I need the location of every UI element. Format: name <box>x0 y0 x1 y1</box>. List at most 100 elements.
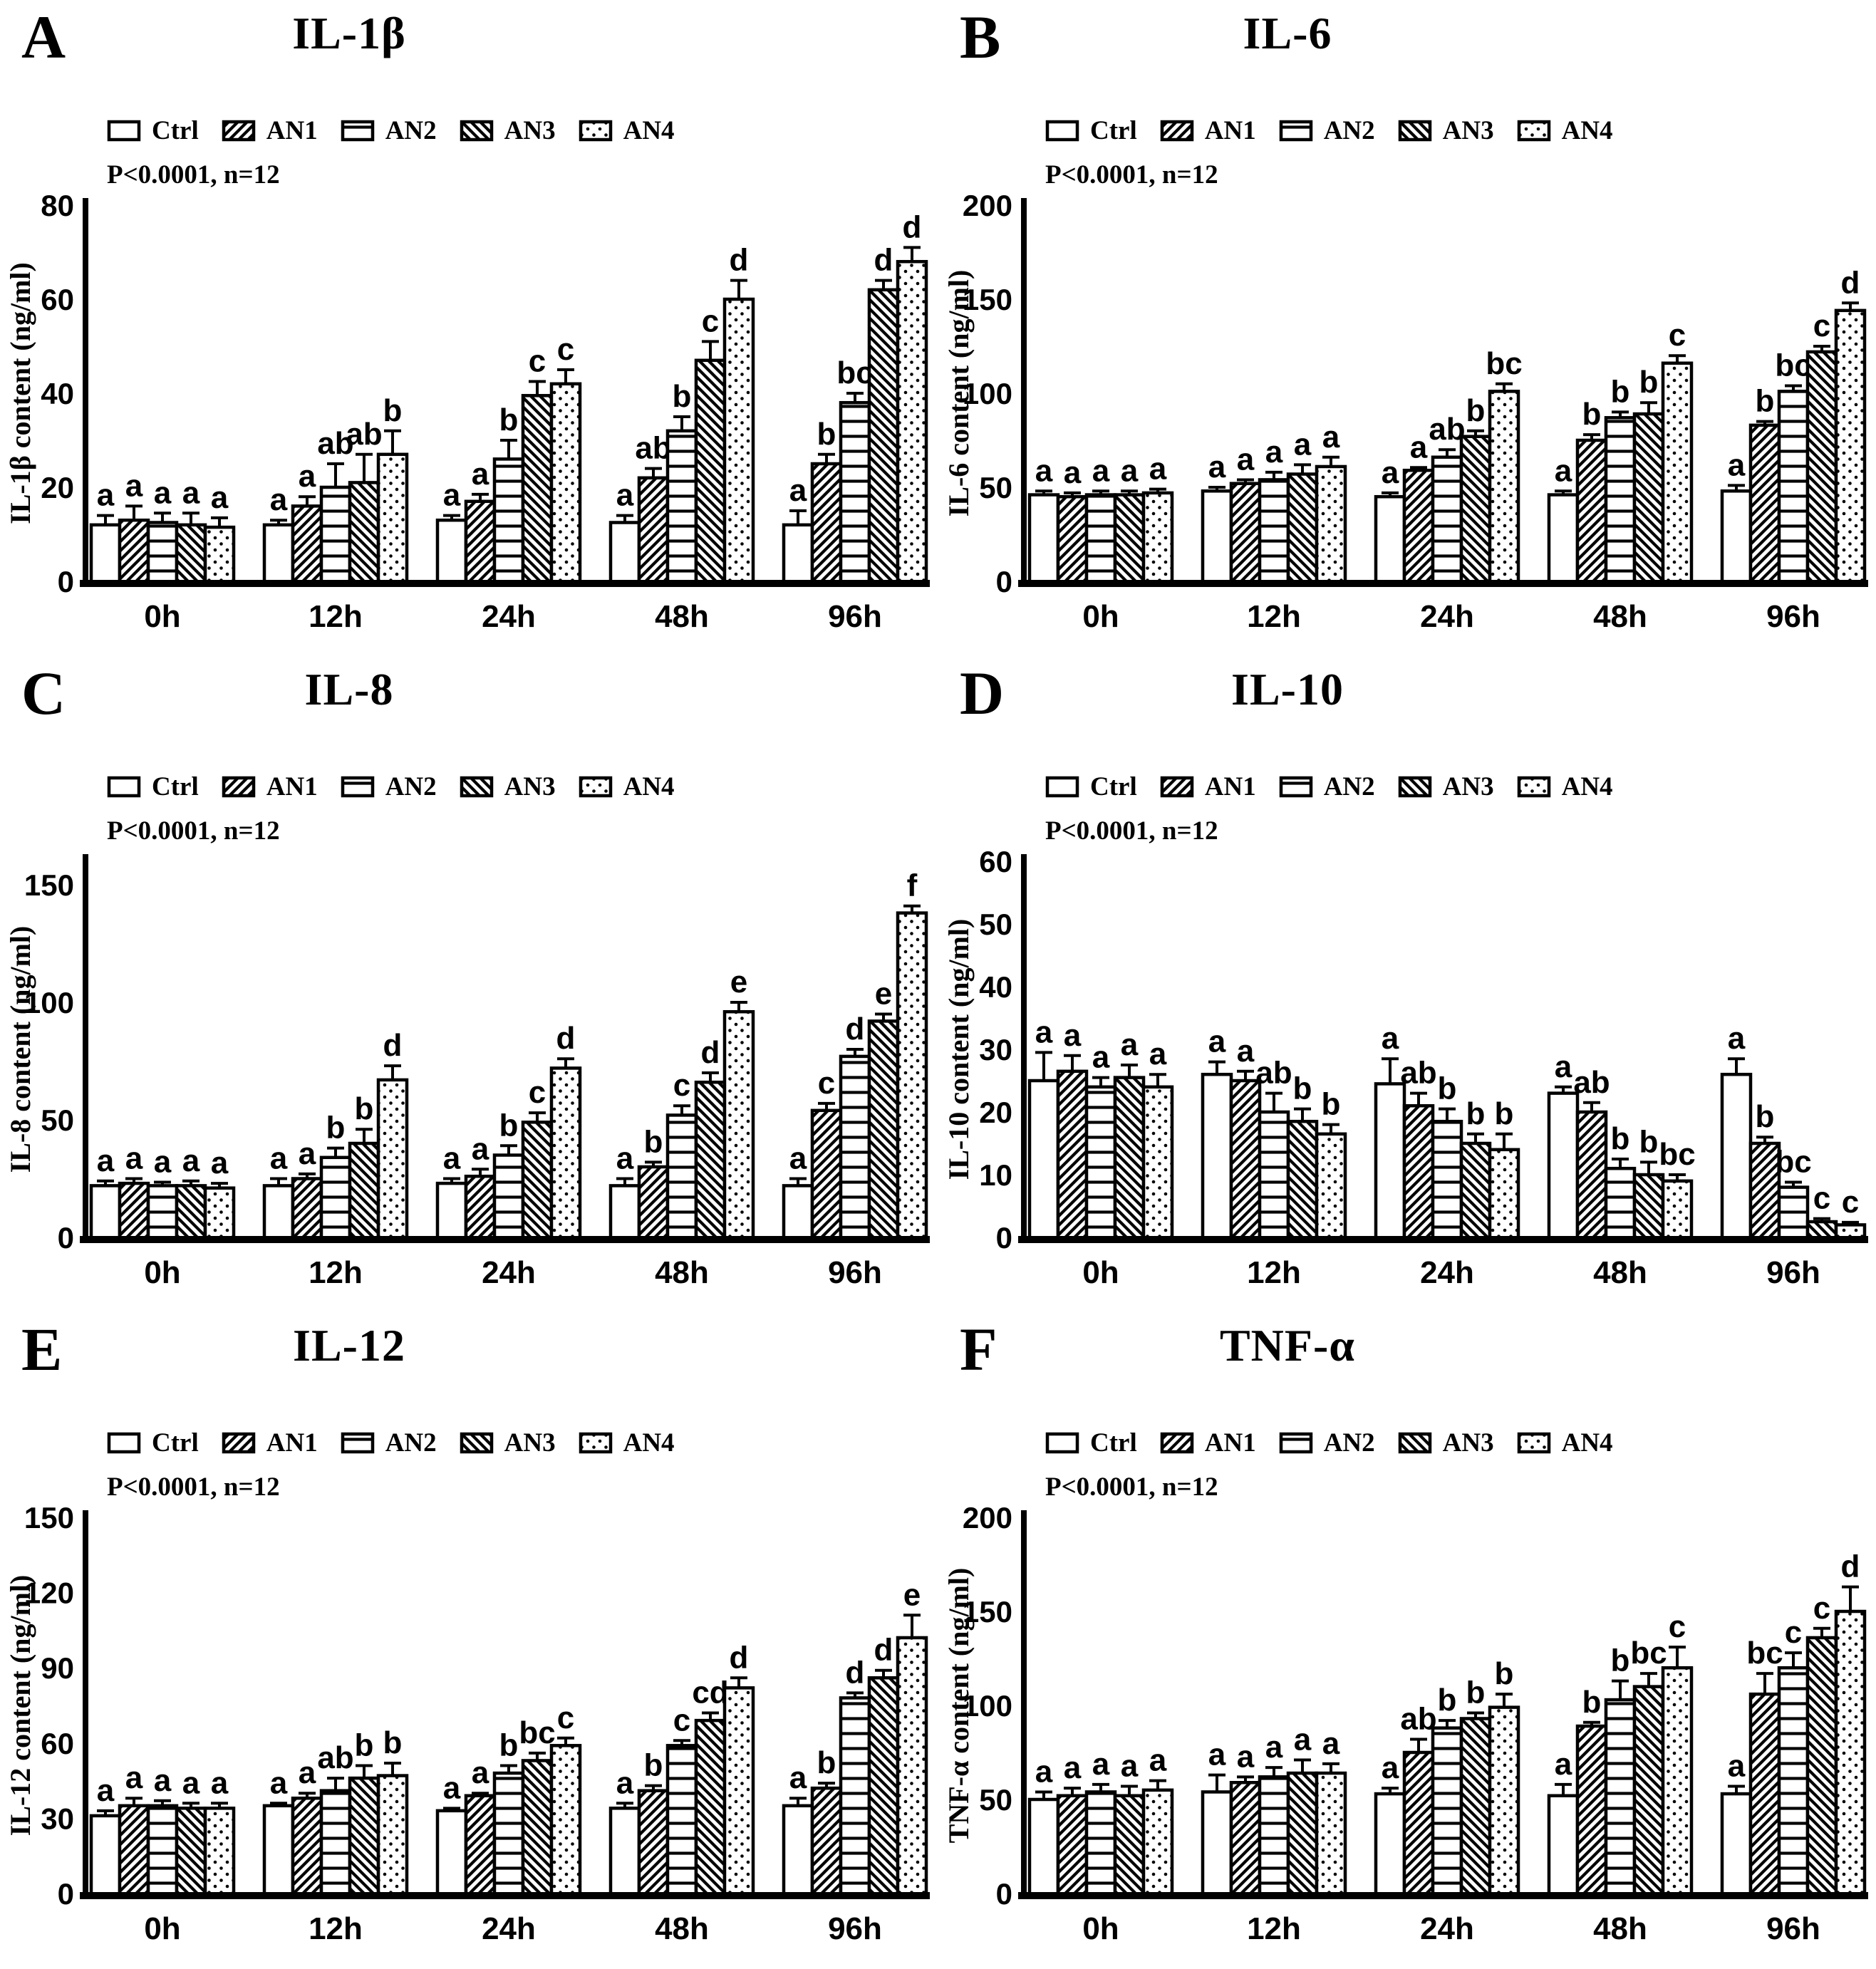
legend-label: Ctrl <box>1090 116 1137 145</box>
bar-an1-96h <box>810 462 843 586</box>
legend-swatch-icon <box>1160 120 1193 142</box>
sig-letter: a <box>270 1141 288 1176</box>
sig-letter: a <box>1555 1049 1572 1084</box>
panel-letter: B <box>960 3 1001 71</box>
panel-letter: F <box>960 1315 997 1383</box>
legend-swatch-rect <box>1045 120 1079 142</box>
legend-swatch-rect <box>1279 120 1312 142</box>
legend-swatch-icon <box>341 1432 374 1454</box>
sig-letter: b <box>817 1745 836 1780</box>
x-tick-label: 48h <box>1593 1911 1647 1946</box>
bar-an2-96h <box>839 1696 871 1898</box>
legend-swatch-rect <box>1517 776 1550 798</box>
bar-an2-24h <box>1431 1119 1463 1242</box>
y-tick-label: 150 <box>963 1595 1012 1628</box>
sig-letter: a <box>1294 427 1312 462</box>
bar-an2-96h <box>1777 1666 1810 1898</box>
sig-letter: d <box>701 1035 720 1070</box>
legend-swatch-icon <box>579 776 612 798</box>
bar-an1-24h <box>464 499 497 586</box>
y-tick-label: 40 <box>979 970 1012 1004</box>
sig-letter: b <box>1438 1071 1457 1106</box>
bar-an1-0h <box>118 1804 150 1898</box>
legend-swatch-icon <box>341 120 374 142</box>
legend-label: AN4 <box>1561 116 1613 145</box>
sig-letter: c <box>1842 1185 1859 1220</box>
sig-letter: c <box>818 1066 835 1101</box>
sig-letter: b <box>1756 384 1775 419</box>
legend-swatch-icon <box>460 120 493 142</box>
bar-ctrl-24h <box>435 518 468 586</box>
x-tick-label: 96h <box>1766 599 1820 634</box>
bar-an3-24h <box>1459 1141 1492 1242</box>
legend-label: AN2 <box>1323 116 1375 145</box>
sig-letter: a <box>1265 1730 1283 1765</box>
legend-label: AN2 <box>385 1428 437 1458</box>
sig-letter: a <box>1208 450 1226 484</box>
legend-swatch-rect <box>1160 1432 1193 1454</box>
sig-letter: a <box>443 1770 461 1805</box>
bar-ctrl-12h <box>262 523 295 586</box>
bar-ctrl-0h <box>89 1184 122 1242</box>
bar-an3-48h <box>1632 412 1665 586</box>
bar-an4-0h <box>1141 491 1174 586</box>
legend-item-an4: AN4 <box>579 115 675 146</box>
panel-title: IL-12 <box>293 1320 405 1371</box>
y-tick-label: 40 <box>41 377 74 410</box>
sig-letter: a <box>1728 1021 1746 1056</box>
sig-letter: c <box>557 332 574 367</box>
bar-an1-48h <box>1575 1110 1608 1242</box>
panel-letter: E <box>21 1315 63 1383</box>
y-tick-label: 50 <box>979 908 1012 941</box>
panel-F: F TNF-α Ctrl AN1 AN2 AN3 AN4 P<0.0001, n=12 TNF-… <box>938 1312 1876 1968</box>
y-axis-title: IL-8 content (ng/ml) <box>4 926 36 1173</box>
legend-item-ctrl: Ctrl <box>1045 1428 1137 1458</box>
bar-an2-12h <box>319 485 352 586</box>
sig-letter: d <box>874 1633 893 1668</box>
bar-an1-12h <box>291 1796 323 1898</box>
sig-letter: c <box>557 1700 574 1735</box>
x-tick-label: 12h <box>1247 1911 1301 1946</box>
legend-label: AN1 <box>266 116 318 145</box>
y-tick-label: 80 <box>41 189 74 222</box>
bar-an1-48h <box>637 1789 670 1898</box>
legend-swatch-icon <box>1517 1432 1550 1454</box>
sig-letter: bc <box>836 355 873 390</box>
sig-letter: b <box>383 393 403 428</box>
bar-an3-0h <box>175 523 207 586</box>
legend-item-an2: AN2 <box>1279 115 1375 146</box>
legend-swatch-icon <box>1279 776 1312 798</box>
y-tick-label: 150 <box>963 283 1012 316</box>
sig-letter: a <box>211 1765 229 1800</box>
legend-swatch-icon <box>1517 120 1550 142</box>
bar-an2-12h <box>1258 1775 1290 1898</box>
sig-letter: ab <box>1573 1065 1610 1100</box>
legend-label: AN3 <box>504 772 556 801</box>
legend-swatch-icon <box>222 1432 255 1454</box>
sig-letter: a <box>1265 435 1283 469</box>
sig-letter: a <box>1322 420 1340 454</box>
legend-label: AN3 <box>1442 1428 1494 1458</box>
legend-item-an3: AN3 <box>460 1428 556 1458</box>
bar-an2-24h <box>492 457 525 586</box>
sig-letter: b <box>1756 1099 1775 1134</box>
legend-swatch-rect <box>460 120 493 142</box>
legend-swatch-icon <box>460 776 493 798</box>
y-tick-label: 0 <box>996 1221 1012 1254</box>
sig-letter: a <box>1382 1750 1399 1785</box>
bar-an3-24h <box>521 1121 554 1242</box>
sig-letter: a <box>97 1143 115 1178</box>
bar-an3-96h <box>867 1019 900 1242</box>
bar-an1-24h <box>464 1794 497 1898</box>
sig-letter: a <box>270 1765 288 1800</box>
legend-item-an4: AN4 <box>1517 115 1613 146</box>
sig-letter: a <box>789 1760 807 1795</box>
sig-letter: a <box>1035 453 1053 488</box>
legend: Ctrl AN1 AN2 AN3 AN4 <box>1045 115 1613 146</box>
bar-ctrl-12h <box>1201 1790 1233 1898</box>
legend-swatch-icon <box>579 1432 612 1454</box>
sig-letter: b <box>673 379 692 414</box>
bar-ctrl-24h <box>1374 1082 1406 1242</box>
bar-an3-96h <box>1805 1636 1838 1898</box>
sig-letter: ab <box>1400 1056 1436 1091</box>
